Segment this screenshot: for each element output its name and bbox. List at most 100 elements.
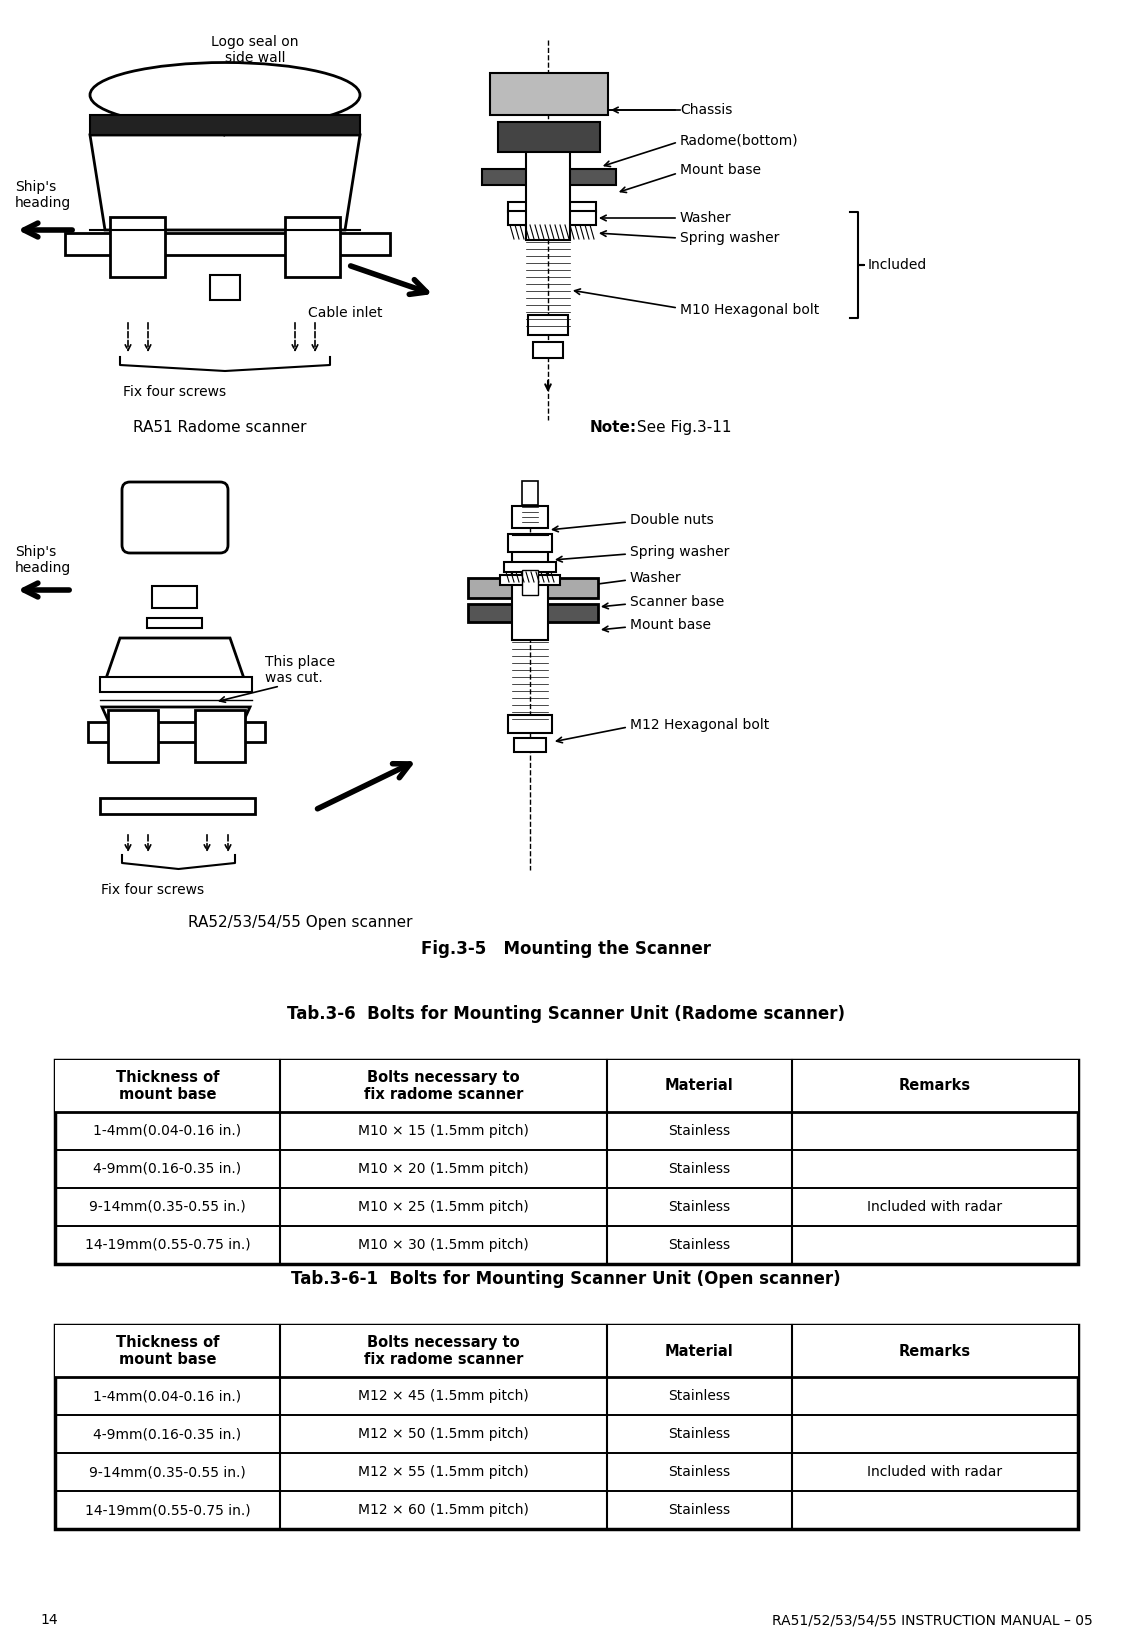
Bar — [522, 570, 538, 595]
Bar — [508, 211, 596, 226]
Text: Cable inlet: Cable inlet — [308, 306, 383, 320]
Text: 4-9mm(0.16-0.35 in.): 4-9mm(0.16-0.35 in.) — [93, 1163, 241, 1176]
Text: Included with radar: Included with radar — [867, 1201, 1003, 1214]
Text: Tab.3-6-1  Bolts for Mounting Scanner Unit (Open scanner): Tab.3-6-1 Bolts for Mounting Scanner Uni… — [291, 1270, 841, 1288]
Text: M10 × 25 (1.5mm pitch): M10 × 25 (1.5mm pitch) — [358, 1201, 529, 1214]
Text: Material: Material — [665, 1079, 734, 1094]
Bar — [195, 710, 245, 763]
Text: 14-19mm(0.55-0.75 in.): 14-19mm(0.55-0.75 in.) — [85, 1504, 250, 1517]
FancyBboxPatch shape — [122, 483, 228, 553]
Text: Fix four screws: Fix four screws — [123, 385, 227, 399]
Text: RA51 Radome scanner: RA51 Radome scanner — [134, 420, 307, 435]
Bar — [489, 72, 608, 115]
Bar — [504, 562, 556, 572]
Text: 14: 14 — [40, 1612, 58, 1627]
Text: Spring washer: Spring washer — [630, 545, 730, 558]
Text: Stainless: Stainless — [668, 1163, 731, 1176]
Bar — [508, 534, 552, 552]
Text: Included with radar: Included with radar — [867, 1464, 1003, 1479]
Text: RA51/52/53/54/55 INSTRUCTION MANUAL – 05: RA51/52/53/54/55 INSTRUCTION MANUAL – 05 — [773, 1612, 1093, 1627]
Text: 1-4mm(0.04-0.16 in.): 1-4mm(0.04-0.16 in.) — [93, 1388, 241, 1403]
Bar — [526, 150, 570, 240]
Text: M10 × 30 (1.5mm pitch): M10 × 30 (1.5mm pitch) — [358, 1239, 529, 1252]
Bar — [500, 575, 560, 585]
Bar — [56, 1324, 1077, 1377]
Text: Stainless: Stainless — [668, 1201, 731, 1214]
Polygon shape — [102, 707, 250, 740]
Bar — [522, 481, 538, 506]
Text: Fig.3-5   Mounting the Scanner: Fig.3-5 Mounting the Scanner — [421, 940, 712, 959]
Text: M10 × 20 (1.5mm pitch): M10 × 20 (1.5mm pitch) — [358, 1163, 529, 1176]
Text: Remarks: Remarks — [898, 1079, 971, 1094]
Text: This place
was cut.: This place was cut. — [265, 656, 335, 685]
Bar — [528, 315, 568, 334]
Bar — [65, 232, 390, 255]
Text: Logo seal on
side wall: Logo seal on side wall — [211, 35, 299, 66]
Text: 4-9mm(0.16-0.35 in.): 4-9mm(0.16-0.35 in.) — [93, 1426, 241, 1441]
Bar — [147, 618, 202, 628]
Ellipse shape — [90, 63, 360, 127]
Text: M12 × 60 (1.5mm pitch): M12 × 60 (1.5mm pitch) — [358, 1504, 529, 1517]
Bar — [110, 217, 165, 277]
Text: M12 × 50 (1.5mm pitch): M12 × 50 (1.5mm pitch) — [358, 1426, 529, 1441]
Text: Material: Material — [665, 1344, 734, 1359]
Text: Chassis: Chassis — [680, 104, 732, 117]
Text: M12 × 55 (1.5mm pitch): M12 × 55 (1.5mm pitch) — [358, 1464, 529, 1479]
Text: Washer: Washer — [680, 211, 732, 226]
Bar — [108, 710, 157, 763]
Text: Stainless: Stainless — [668, 1464, 731, 1479]
Text: Radome(bottom): Radome(bottom) — [680, 133, 799, 147]
Text: Bolts necessary to
fix radome scanner: Bolts necessary to fix radome scanner — [364, 1071, 523, 1102]
Text: 14-19mm(0.55-0.75 in.): 14-19mm(0.55-0.75 in.) — [85, 1239, 250, 1252]
Text: Mount base: Mount base — [630, 618, 712, 632]
Text: Note:: Note: — [590, 420, 637, 435]
Text: Bolts necessary to
fix radome scanner: Bolts necessary to fix radome scanner — [364, 1334, 523, 1367]
Bar — [508, 715, 552, 733]
Text: Fix four screws: Fix four screws — [102, 883, 205, 898]
Bar — [88, 721, 265, 743]
Text: Spring washer: Spring washer — [680, 231, 780, 245]
Bar — [482, 170, 616, 184]
Text: Scanner base: Scanner base — [630, 595, 724, 609]
Bar — [512, 550, 548, 641]
Text: Ship's
heading: Ship's heading — [15, 545, 71, 575]
Text: M12 Hexagonal bolt: M12 Hexagonal bolt — [630, 718, 769, 731]
Bar — [210, 275, 240, 300]
Bar — [56, 1324, 1077, 1528]
Text: Thickness of
mount base: Thickness of mount base — [116, 1071, 220, 1102]
Text: Thickness of
mount base: Thickness of mount base — [116, 1334, 220, 1367]
Text: M10 × 15 (1.5mm pitch): M10 × 15 (1.5mm pitch) — [358, 1123, 529, 1138]
Bar — [286, 217, 340, 277]
Bar — [100, 799, 255, 814]
Text: RA52/53/54/55 Open scanner: RA52/53/54/55 Open scanner — [188, 916, 412, 931]
Text: Stainless: Stainless — [668, 1123, 731, 1138]
Text: 9-14mm(0.35-0.55 in.): 9-14mm(0.35-0.55 in.) — [90, 1201, 246, 1214]
Text: Included: Included — [868, 259, 927, 272]
Bar — [56, 1061, 1077, 1112]
Bar — [512, 506, 548, 529]
Text: 9-14mm(0.35-0.55 in.): 9-14mm(0.35-0.55 in.) — [90, 1464, 246, 1479]
Polygon shape — [90, 135, 360, 231]
Text: See Fig.3-11: See Fig.3-11 — [632, 420, 732, 435]
Bar — [533, 343, 563, 357]
Polygon shape — [102, 637, 248, 690]
Text: 1-4mm(0.04-0.16 in.): 1-4mm(0.04-0.16 in.) — [93, 1123, 241, 1138]
Text: Stainless: Stainless — [668, 1388, 731, 1403]
Bar — [514, 738, 546, 753]
Bar — [499, 122, 600, 152]
Text: M12 × 45 (1.5mm pitch): M12 × 45 (1.5mm pitch) — [358, 1388, 529, 1403]
Text: Stainless: Stainless — [668, 1239, 731, 1252]
Text: Washer: Washer — [630, 572, 682, 585]
Text: Ship's
heading: Ship's heading — [15, 180, 71, 211]
Text: Remarks: Remarks — [898, 1344, 971, 1359]
Bar — [508, 203, 596, 212]
Bar — [152, 586, 197, 608]
Bar — [100, 677, 252, 692]
Text: Stainless: Stainless — [668, 1504, 731, 1517]
Bar — [90, 115, 360, 135]
Bar — [468, 578, 598, 598]
Text: Mount base: Mount base — [680, 163, 761, 176]
Text: Tab.3-6  Bolts for Mounting Scanner Unit (Radome scanner): Tab.3-6 Bolts for Mounting Scanner Unit … — [287, 1005, 845, 1023]
Text: M10 Hexagonal bolt: M10 Hexagonal bolt — [680, 303, 819, 316]
Text: Double nuts: Double nuts — [630, 512, 714, 527]
